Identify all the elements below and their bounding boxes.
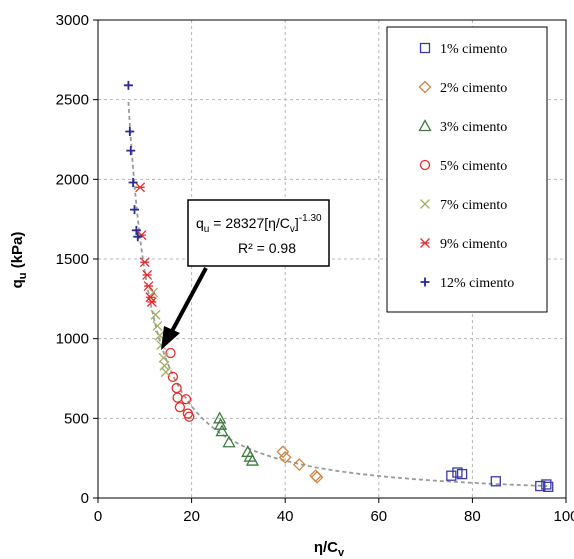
x-tick-label: 40 <box>277 508 294 525</box>
annotation-arrowhead <box>161 326 180 350</box>
data-point <box>142 269 153 280</box>
data-point <box>160 367 171 378</box>
y-tick-label: 2500 <box>56 92 89 109</box>
y-tick-label: 3000 <box>56 12 89 29</box>
data-point <box>126 146 136 156</box>
legend-label: 3% cimento <box>440 120 507 135</box>
data-point <box>172 392 183 403</box>
data-point <box>171 382 182 394</box>
data-point <box>128 178 138 188</box>
data-point <box>133 232 143 242</box>
x-tick-label: 60 <box>370 508 387 525</box>
data-point <box>148 287 159 298</box>
data-point <box>535 480 546 492</box>
annotation-box <box>187 199 330 267</box>
legend-label: 2% cimento <box>440 81 507 96</box>
data-point <box>543 481 554 492</box>
x-tick-label: 100 <box>553 508 574 525</box>
data-point <box>292 458 306 471</box>
equation-text: qu = 28327[η/Cv]-1.30 <box>196 213 322 235</box>
legend-marker <box>420 277 430 287</box>
annotation-arrow <box>169 267 208 334</box>
legend-marker <box>419 42 431 54</box>
data-point <box>310 470 324 484</box>
data-point <box>215 424 229 437</box>
fit-curve <box>127 101 548 487</box>
legend-marker <box>419 159 431 171</box>
x-tick-label: 20 <box>183 508 200 525</box>
legend-label: 9% cimento <box>440 237 507 252</box>
legend-label: 1% cimento <box>440 42 507 57</box>
legend-marker <box>418 80 432 94</box>
data-point <box>184 411 195 422</box>
data-point <box>150 309 161 320</box>
fit-curve-line <box>127 101 548 487</box>
data-point <box>446 470 457 481</box>
data-point <box>146 297 157 307</box>
data-point <box>143 281 154 292</box>
legend-label: 5% cimento <box>440 159 507 174</box>
data-point <box>159 360 170 371</box>
data-point <box>245 453 260 466</box>
data-point <box>278 450 292 464</box>
data-point <box>222 435 236 448</box>
y-axis-title: qu (kPa) <box>9 232 29 289</box>
axis-ticks: 020406080100050010001500200025003000 <box>56 12 574 525</box>
data-point <box>213 411 227 424</box>
legend-label: 12% cimento <box>440 276 514 291</box>
data-point <box>130 205 140 215</box>
data-point <box>167 371 179 383</box>
data-point <box>456 468 468 480</box>
y-tick-label: 500 <box>64 410 89 427</box>
legend-label: 7% cimento <box>440 198 507 213</box>
data-point <box>180 394 192 405</box>
y-tick-label: 0 <box>81 490 89 507</box>
legend-marker <box>420 199 430 209</box>
data-point <box>541 479 552 490</box>
data-points <box>123 80 554 492</box>
data-point <box>131 225 141 235</box>
x-axis-title: η/Cv <box>314 539 345 559</box>
data-point <box>276 445 290 459</box>
r-squared-text: R² = 0.98 <box>238 240 296 256</box>
data-point <box>123 80 133 90</box>
y-tick-label: 2000 <box>56 171 89 188</box>
data-point <box>158 352 169 363</box>
data-point <box>174 402 186 413</box>
data-point <box>152 320 163 331</box>
data-point <box>135 182 146 193</box>
x-tick-label: 0 <box>94 508 102 525</box>
legend-marker <box>418 119 432 132</box>
y-tick-label: 1500 <box>56 251 89 268</box>
legend-box <box>386 26 548 313</box>
legend-marker <box>420 238 430 248</box>
equation-annotation: qu = 28327[η/Cv]-1.30 R² = 0.98 <box>161 199 330 350</box>
data-point <box>139 257 150 268</box>
legend: 1% cimento 2% cimento 3% cimento 5% cimento… <box>386 26 548 313</box>
x-tick-label: 80 <box>464 508 481 525</box>
y-tick-label: 1000 <box>56 331 89 348</box>
data-point <box>125 127 135 137</box>
data-point <box>490 476 501 487</box>
data-point <box>165 347 176 359</box>
